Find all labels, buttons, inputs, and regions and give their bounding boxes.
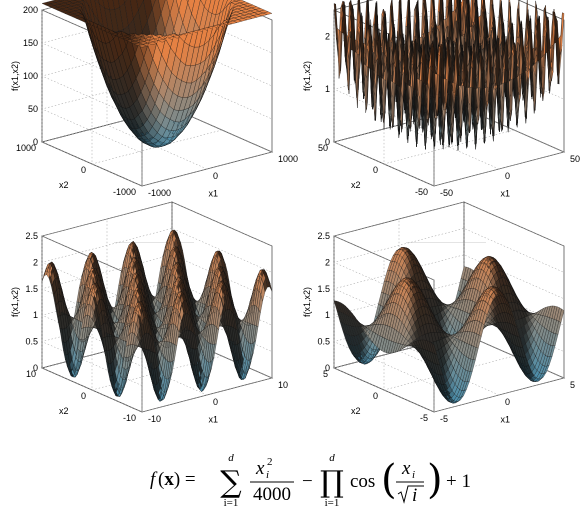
- x-axis-label: x1: [501, 189, 511, 199]
- z-tick-label: 200: [23, 5, 38, 15]
- x-tick-label: -50: [440, 188, 453, 198]
- z-axis-label: f(x1,x2): [302, 61, 312, 91]
- x-tick-label: 1000: [278, 154, 298, 164]
- z-tick-label: 150: [23, 38, 38, 48]
- surface-mesh: [42, 0, 272, 147]
- surface-mesh: [42, 230, 272, 401]
- y-axis-label: x2: [59, 180, 69, 190]
- y-tick-label: 0: [81, 165, 86, 175]
- z-tick-label: 2: [325, 31, 330, 41]
- y-tick-label: -50: [415, 187, 428, 197]
- surface-plot-1: 050100150200-100001000-100001000x1x2f(x1…: [6, 14, 296, 214]
- z-axis-label: f(x1,x2): [10, 61, 20, 91]
- z-tick-label: 100: [23, 71, 38, 81]
- x-tick-label: 50: [570, 154, 580, 164]
- y-tick-label: 0: [373, 165, 378, 175]
- x-tick-label: -1000: [148, 188, 171, 198]
- surface-mesh: [334, 0, 564, 151]
- x-tick-label: 0: [213, 171, 218, 181]
- z-tick-label: 1: [325, 84, 330, 94]
- y-axis-label: x2: [351, 180, 361, 190]
- x-axis-label: x1: [209, 189, 219, 199]
- y-tick-label: 50: [318, 143, 328, 153]
- z-tick-label: 50: [28, 104, 38, 114]
- y-tick-label: 1000: [16, 143, 36, 153]
- y-tick-label: -1000: [113, 187, 136, 197]
- x-tick-label: 0: [505, 171, 510, 181]
